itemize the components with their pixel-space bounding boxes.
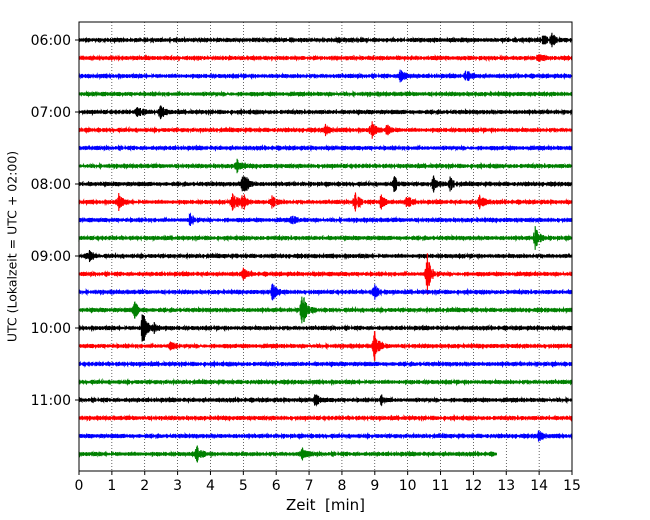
y-tick-label: 11:00 (31, 393, 71, 409)
trace-0600 (78, 32, 573, 48)
trace-0715 (78, 121, 573, 139)
trace-0800 (78, 175, 573, 193)
trace-0815 (78, 192, 573, 212)
trace-0615 (78, 54, 573, 62)
trace-0945 (78, 296, 573, 324)
x-tick-label: 6 (272, 478, 281, 494)
x-tick-label: 10 (399, 478, 417, 494)
trace-1045 (78, 377, 573, 387)
x-tick-label: 14 (530, 478, 548, 494)
trace-0930 (78, 283, 573, 301)
x-tick-label: 0 (75, 478, 84, 494)
trace-0845 (78, 226, 573, 250)
seismic-traces (78, 32, 573, 463)
trace-0900 (78, 249, 573, 263)
x-tick-label: 13 (497, 478, 515, 494)
plot-frame (78, 21, 573, 472)
x-tick-label: 2 (140, 478, 149, 494)
x-tick-label: 8 (337, 478, 346, 494)
trace-0745 (78, 158, 573, 174)
trace-0630 (78, 69, 573, 83)
x-tick-label: 15 (563, 478, 581, 494)
y-tick-label: 07:00 (31, 105, 71, 121)
trace-0915 (78, 253, 573, 295)
trace-1100 (78, 394, 573, 407)
trace-0700 (78, 105, 573, 120)
trace-0830 (78, 212, 573, 226)
y-tick-label: 09:00 (31, 249, 71, 265)
y-axis-ticks: 06:00 07:00 08:00 09:00 10:00 11:00 (31, 33, 79, 409)
y-axis-label: UTC (Lokalzeit = UTC + 02:00) (4, 151, 19, 342)
x-tick-label: 9 (370, 478, 379, 494)
trace-1115 (78, 413, 573, 423)
x-tick-label: 1 (107, 478, 116, 494)
x-tick-label: 3 (173, 478, 182, 494)
x-axis-label: Zeit [min] (286, 496, 365, 514)
trace-0730 (78, 144, 573, 152)
x-tick-label: 12 (464, 478, 482, 494)
trace-1130 (78, 430, 573, 442)
trace-1145 (78, 445, 497, 463)
trace-1030 (78, 359, 573, 368)
x-tick-label: 4 (206, 478, 215, 494)
y-tick-label: 08:00 (31, 177, 71, 193)
x-tick-label: 7 (305, 478, 314, 494)
x-axis-ticks: 0 1 2 3 4 5 6 7 8 9 10 11 12 13 14 15 (75, 471, 581, 494)
y-tick-label: 10:00 (31, 321, 71, 337)
trace-1015 (78, 331, 573, 361)
x-tick-label: 5 (239, 478, 248, 494)
trace-0645 (78, 89, 573, 99)
x-tick-label: 11 (432, 478, 450, 494)
vertical-gridlines (111, 22, 540, 471)
y-tick-label: 06:00 (31, 33, 71, 49)
trace-1000 (78, 314, 573, 342)
